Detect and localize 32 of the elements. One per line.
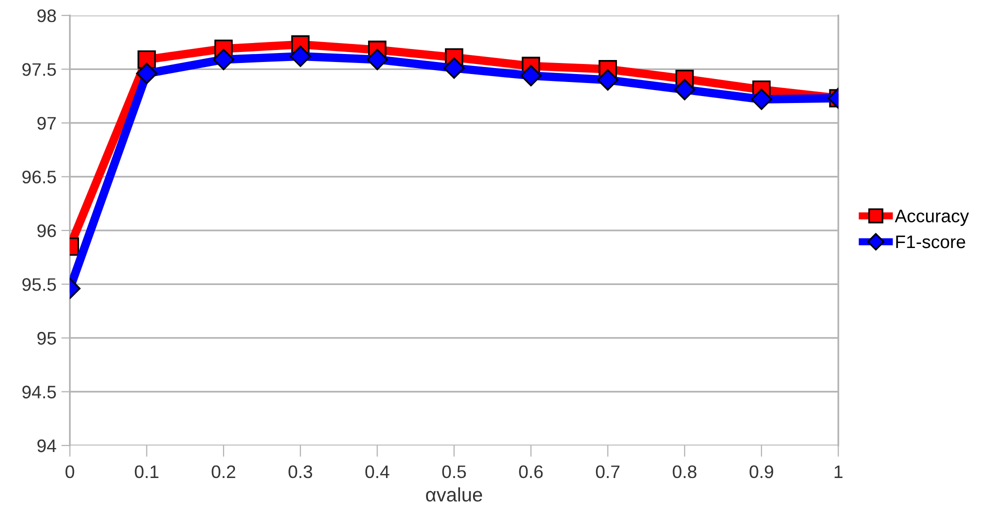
x-tick-label: 0.2 — [212, 465, 236, 478]
x-tick-label: 0.7 — [596, 465, 620, 478]
point — [520, 65, 542, 86]
x-tick-label: 1 — [834, 466, 842, 478]
point — [674, 78, 696, 100]
point — [212, 48, 234, 70]
legend-label: Accuracy — [894, 210, 969, 226]
y-tick-label: 96.5 — [22, 170, 56, 184]
y-tick-label: 95 — [37, 332, 56, 345]
point — [443, 57, 465, 79]
y-tick-label: 94 — [37, 439, 56, 452]
y-tick-label: 95.5 — [22, 278, 56, 291]
y-tick-label: 97 — [37, 116, 56, 130]
y-tick-label: 97.5 — [22, 63, 56, 76]
x-tick-label: 0.3 — [288, 465, 312, 478]
x-tick-label: 0.1 — [134, 465, 158, 478]
y-tick-label: 96 — [37, 224, 56, 238]
point — [136, 62, 158, 84]
x-tick-label: 0.6 — [519, 465, 543, 478]
x-tick-label: 0.9 — [750, 465, 774, 478]
x-tick-label: 0.4 — [365, 465, 390, 478]
x-tick-label: 0.8 — [672, 465, 696, 478]
y-tick-label: 98 — [37, 9, 56, 22]
y-tick-label: 94.5 — [22, 386, 56, 398]
point — [750, 88, 772, 110]
point — [290, 46, 312, 67]
point — [366, 48, 388, 70]
point — [597, 69, 618, 91]
x-axis-title: αvalue — [426, 487, 482, 502]
legend-label: F1-score — [896, 236, 966, 248]
x-tick-label: 0.5 — [442, 465, 466, 478]
x-tick-label: 0 — [66, 465, 74, 478]
